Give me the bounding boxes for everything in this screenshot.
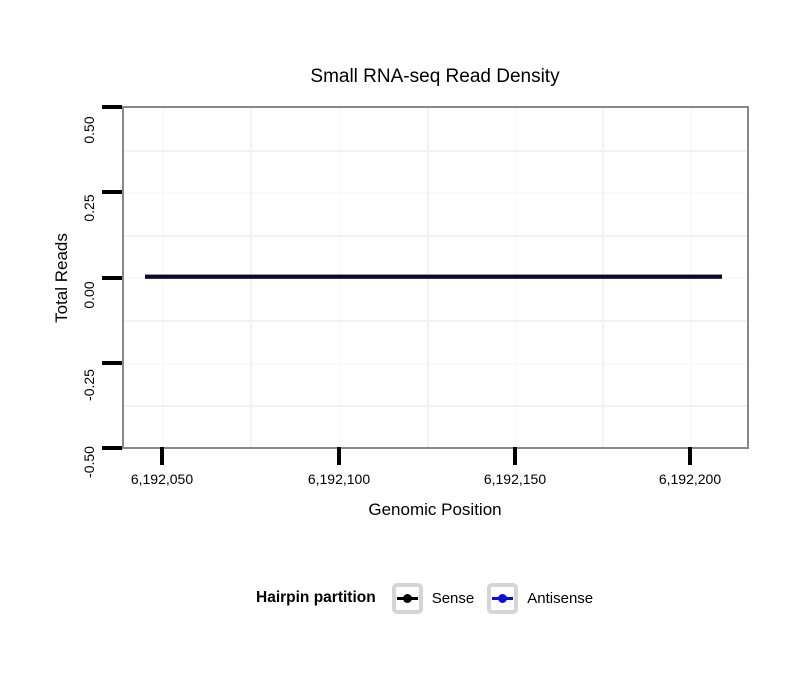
y-axis-tick bbox=[102, 190, 122, 194]
legend-title: Hairpin partition bbox=[256, 589, 376, 606]
x-tick-label: 6,192,150 bbox=[483, 471, 547, 487]
gridline-minor-h bbox=[124, 150, 747, 152]
antisense-point-swatch bbox=[498, 593, 508, 603]
data-line-sense-antisense bbox=[145, 274, 722, 279]
y-tick-label: -0.25 bbox=[81, 369, 97, 401]
x-axis-tick bbox=[337, 447, 341, 465]
legend: Hairpin partition Sense Antisense bbox=[256, 580, 593, 616]
x-tick-label: 6,192,050 bbox=[130, 471, 194, 487]
y-tick-label: 0.25 bbox=[81, 194, 97, 222]
y-axis-tick bbox=[102, 276, 122, 280]
y-axis-tick bbox=[102, 361, 122, 365]
gridline-minor-h bbox=[124, 320, 747, 322]
y-axis-title: Total Reads bbox=[52, 233, 71, 323]
y-tick-label: 0.50 bbox=[81, 116, 97, 144]
y-axis-tick bbox=[102, 105, 122, 109]
gridline-minor-h bbox=[124, 235, 747, 237]
sense-point-swatch bbox=[402, 593, 412, 603]
chart-title: Small RNA-seq Read Density bbox=[310, 66, 560, 87]
legend-label-sense: Sense bbox=[431, 589, 475, 607]
x-tick-label: 6,192,200 bbox=[658, 471, 722, 487]
gridline-major-h bbox=[124, 192, 747, 194]
gridline-major-h bbox=[124, 363, 747, 365]
legend-key-sense bbox=[391, 582, 423, 614]
legend-label-antisense: Antisense bbox=[527, 589, 594, 607]
gridline-minor-h bbox=[124, 405, 747, 407]
x-axis-tick bbox=[688, 447, 692, 465]
x-axis-title: Genomic Position bbox=[368, 500, 502, 519]
legend-key-antisense bbox=[487, 582, 519, 614]
y-axis-tick bbox=[102, 446, 122, 450]
x-tick-label: 6,192,100 bbox=[307, 471, 371, 487]
y-tick-label: 0.00 bbox=[81, 281, 97, 309]
y-tick-label: -0.50 bbox=[81, 446, 97, 478]
x-axis-tick bbox=[160, 447, 164, 465]
x-axis-tick bbox=[513, 447, 517, 465]
